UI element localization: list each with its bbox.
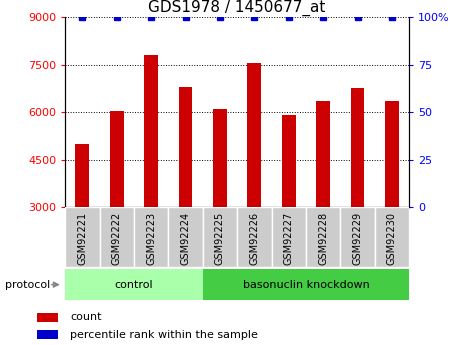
Bar — [65, 269, 203, 300]
Bar — [203, 269, 409, 300]
Bar — [282, 115, 296, 207]
Text: GSM92228: GSM92228 — [318, 212, 328, 265]
Bar — [100, 207, 134, 267]
Text: GSM92229: GSM92229 — [352, 212, 363, 265]
Bar — [168, 207, 203, 267]
Bar — [144, 55, 158, 207]
Text: GSM92225: GSM92225 — [215, 212, 225, 265]
Text: GSM92221: GSM92221 — [77, 212, 87, 265]
Bar — [306, 207, 340, 267]
Bar — [385, 101, 399, 207]
Text: GSM92223: GSM92223 — [146, 212, 156, 265]
Text: count: count — [70, 313, 101, 322]
Bar — [237, 207, 272, 267]
Text: GSM92227: GSM92227 — [284, 212, 294, 265]
Bar — [375, 207, 409, 267]
Bar — [134, 207, 168, 267]
Bar — [75, 144, 89, 207]
Bar — [247, 63, 261, 207]
Bar — [203, 207, 237, 267]
Text: GSM92224: GSM92224 — [180, 212, 191, 265]
Bar — [65, 207, 100, 267]
Text: GSM92222: GSM92222 — [112, 212, 122, 265]
Bar — [179, 87, 193, 207]
Text: control: control — [114, 280, 153, 289]
Bar — [110, 110, 124, 207]
Bar — [340, 207, 375, 267]
Text: GSM92230: GSM92230 — [387, 212, 397, 265]
Bar — [272, 207, 306, 267]
Title: GDS1978 / 1450677_at: GDS1978 / 1450677_at — [148, 0, 326, 16]
Text: GSM92226: GSM92226 — [249, 212, 259, 265]
Bar — [213, 109, 227, 207]
Text: basonuclin knockdown: basonuclin knockdown — [243, 280, 369, 289]
Bar — [37, 313, 58, 322]
Bar — [316, 101, 330, 207]
Bar — [37, 330, 58, 339]
Text: percentile rank within the sample: percentile rank within the sample — [70, 330, 258, 339]
Text: protocol: protocol — [5, 280, 50, 289]
Bar — [351, 88, 365, 207]
